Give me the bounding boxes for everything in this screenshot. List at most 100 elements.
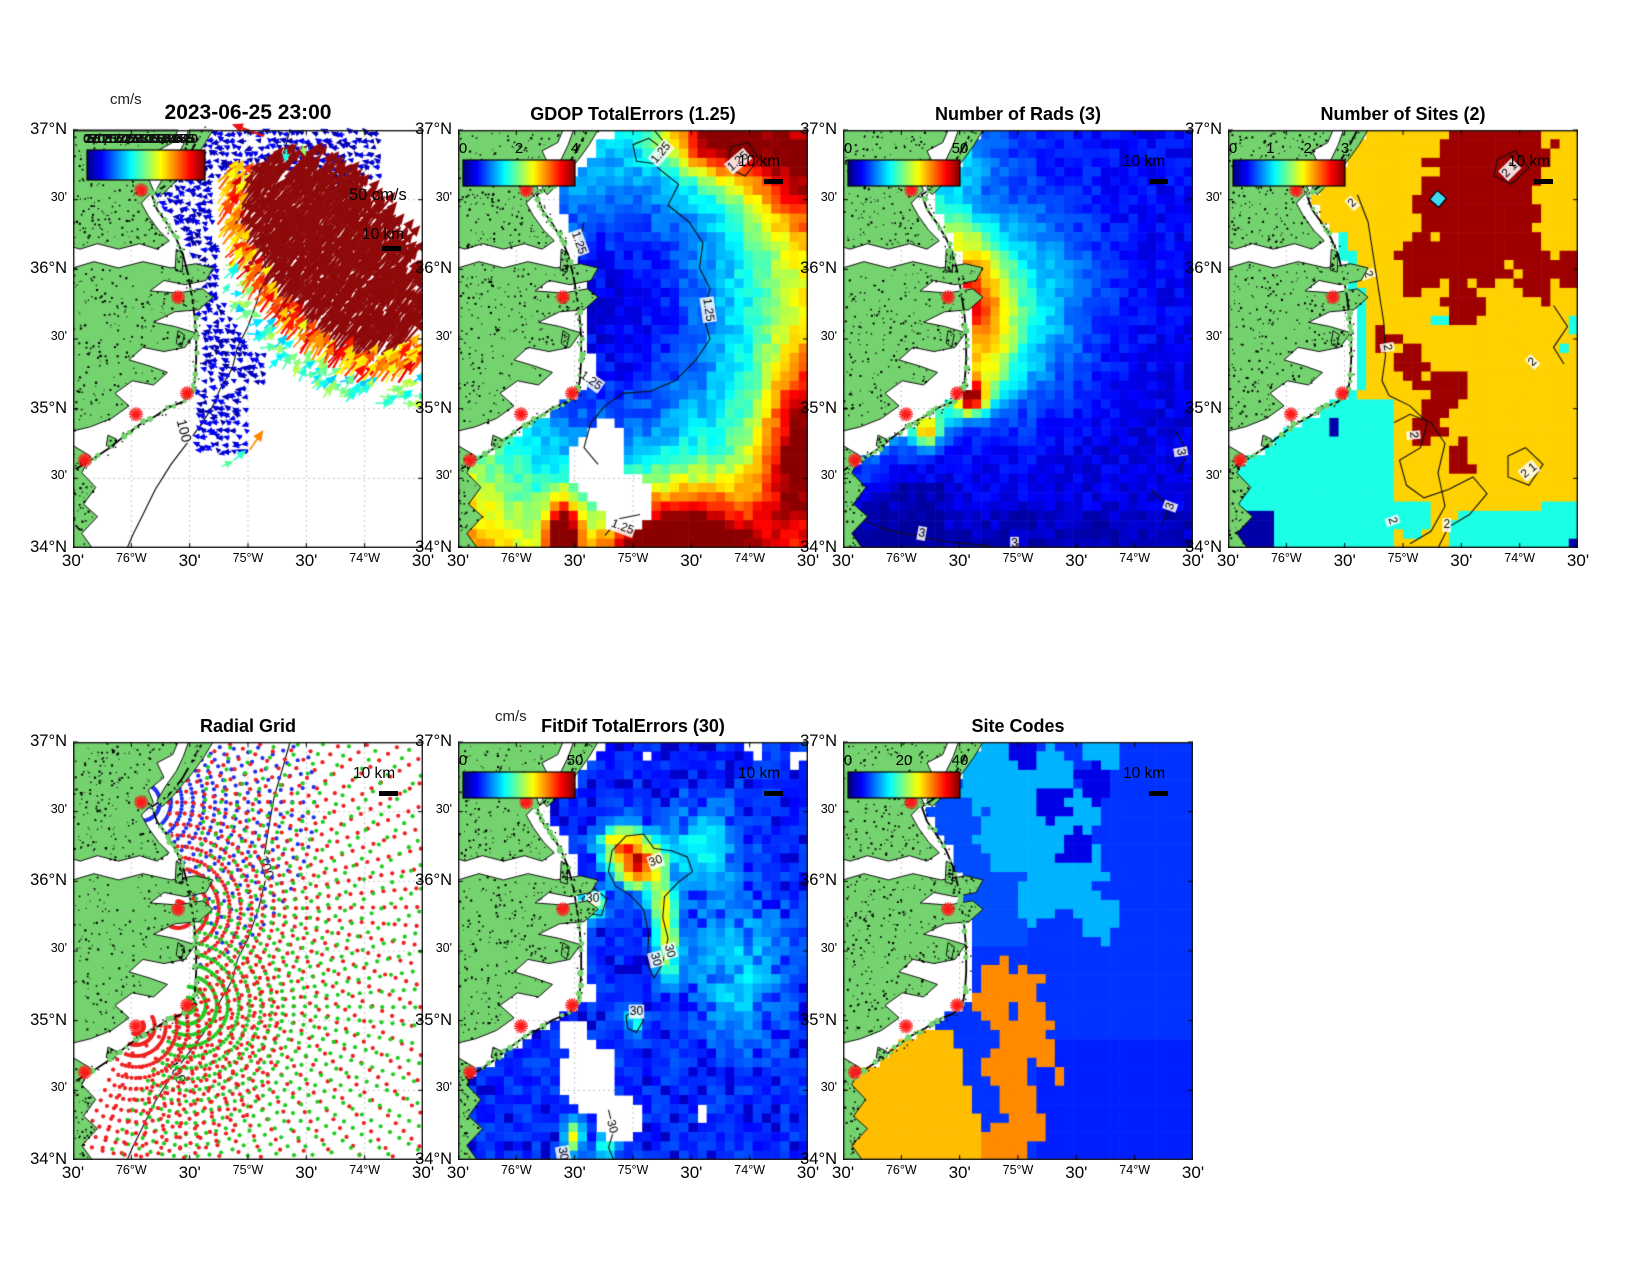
x-tick-label: 30'	[61, 1163, 85, 1182]
y-tick-label: 37°N	[415, 732, 452, 750]
x-tick-label: 74°W	[349, 551, 380, 565]
y-tick-label: 37°N	[800, 120, 837, 138]
x-tick-label: 30'	[1450, 551, 1473, 570]
x-tick-label: 76°W	[1270, 551, 1302, 565]
scale-label: 10 km	[353, 765, 396, 782]
panel-gdop: GDOP TotalErrors (1.25) 10 km 37°N 30' 30'…	[398, 80, 868, 620]
map-canvas-fitdif	[458, 714, 808, 1160]
colorbar-tick-label: 2	[514, 140, 524, 157]
x-tick-label: 30'	[178, 551, 201, 570]
x-tick-label: 75°W	[1002, 551, 1034, 565]
x-tick-label: 30'	[1566, 551, 1590, 570]
y-tick-label: 30'	[435, 941, 452, 955]
scale-label: 10 km	[362, 226, 405, 243]
x-tick-label: 30'	[446, 1163, 470, 1182]
y-tick-label: 35°N	[30, 398, 67, 417]
scale-label: 10 km	[738, 765, 781, 782]
colorbar-tick-label: 50	[951, 140, 969, 157]
y-tick-label: 30'	[50, 329, 67, 343]
y-tick-label: 35°N	[415, 1010, 452, 1029]
panel-num-sites: Number of Sites (2) 10 km 37°N 30' 30' 76°W…	[1168, 80, 1638, 620]
x-tick-label: 30'	[295, 1163, 318, 1182]
map-canvas-num-rads	[843, 102, 1193, 548]
colorbar-overlapping-tick-labels: 0 2.5 5 7.5 10 12.5 15 17.5 20 22.5 25 2…	[83, 131, 198, 146]
map-canvas-radial-grid	[73, 714, 423, 1160]
x-tick-label: 76°W	[115, 551, 147, 565]
x-tick-label: 30'	[61, 551, 85, 570]
y-tick-label: 30'	[50, 941, 67, 955]
x-tick-label: 30'	[1333, 551, 1356, 570]
y-tick-label: 36°N	[415, 259, 452, 278]
x-tick-label: 30'	[1065, 551, 1088, 570]
x-tick-label: 74°W	[734, 551, 765, 565]
y-tick-label: 30'	[1205, 329, 1222, 343]
x-tick-label: 30'	[295, 551, 318, 570]
y-tick-label: 35°N	[800, 398, 837, 417]
x-tick-label: 75°W	[617, 551, 649, 565]
colorbar-tick-label: 20	[895, 752, 913, 769]
x-tick-label: 30'	[1181, 551, 1205, 570]
scale-bar	[764, 179, 783, 184]
map-canvas-site-codes	[843, 714, 1193, 1160]
colorbar-tick-label: 1	[1266, 140, 1275, 157]
x-tick-label: 74°W	[1119, 551, 1150, 565]
y-tick-label: 36°N	[800, 871, 837, 890]
x-tick-label: 75°W	[617, 1163, 649, 1177]
x-tick-label: 30'	[178, 1163, 201, 1182]
y-tick-label: 34°N	[415, 1150, 452, 1168]
colorbar-tick-label: 2	[1303, 140, 1312, 157]
scale-bar	[382, 246, 401, 251]
y-tick-label: 30'	[820, 941, 837, 955]
x-tick-label: 74°W	[1119, 1163, 1150, 1177]
y-tick-label: 30'	[820, 189, 837, 204]
panel-title: Number of Rads (3)	[934, 104, 1102, 124]
y-tick-label: 30'	[820, 801, 837, 816]
x-tick-label: 74°W	[734, 1163, 765, 1177]
x-tick-label: 74°W	[1504, 551, 1535, 565]
y-tick-label: 34°N	[30, 1150, 67, 1168]
y-tick-label: 34°N	[30, 538, 67, 556]
y-tick-label: 36°N	[30, 871, 67, 890]
y-tick-label: 36°N	[415, 871, 452, 890]
colorbar-units-label: cm/s	[495, 708, 527, 725]
y-tick-label: 30'	[50, 1080, 67, 1095]
x-tick-label: 75°W	[1002, 1163, 1034, 1177]
reference-vector-label: 50 cm/s	[349, 186, 407, 204]
y-tick-label: 30'	[50, 468, 67, 483]
x-tick-label: 75°W	[232, 1163, 264, 1177]
scale-bar	[379, 791, 398, 796]
x-tick-label: 30'	[1216, 551, 1240, 570]
colorbar-tick-label: 0	[843, 140, 853, 157]
y-tick-label: 30'	[435, 329, 452, 343]
x-tick-label: 76°W	[885, 551, 917, 565]
y-tick-label: 34°N	[800, 1150, 837, 1168]
x-tick-label: 76°W	[115, 1163, 147, 1177]
x-tick-label: 30'	[680, 1163, 703, 1182]
y-tick-label: 30'	[1205, 189, 1222, 204]
scale-bar	[1534, 179, 1553, 184]
y-tick-label: 30'	[50, 801, 67, 816]
y-tick-label: 30'	[1205, 468, 1222, 483]
x-tick-label: 76°W	[500, 1163, 532, 1177]
scale-label: 10 km	[1123, 153, 1166, 170]
x-tick-label: 30'	[796, 551, 820, 570]
y-tick-label: 30'	[435, 1080, 452, 1095]
y-tick-label: 36°N	[1185, 259, 1222, 278]
colorbar-tick-label: 0	[1228, 140, 1238, 157]
panel-num-rads: Number of Rads (3) 10 km 37°N 30' 30' 76°W 3…	[783, 80, 1253, 620]
colorbar-tick-label: 40	[951, 752, 969, 769]
x-tick-label: 30'	[831, 551, 855, 570]
x-tick-label: 30'	[948, 551, 971, 570]
x-tick-label: 30'	[796, 1163, 820, 1182]
x-tick-label: 75°W	[1387, 551, 1419, 565]
x-tick-label: 30'	[446, 551, 470, 570]
x-tick-label: 74°W	[349, 1163, 380, 1177]
scale-bar	[764, 791, 783, 796]
panel-radial-grid: Radial Grid 10 km 37°N 30' 30' 76°W 36°N 30' 3…	[13, 692, 483, 1232]
y-tick-label: 37°N	[415, 120, 452, 138]
map-canvas-gdop	[458, 102, 808, 548]
x-tick-label: 75°W	[232, 551, 264, 565]
y-tick-label: 35°N	[415, 398, 452, 417]
panel-title: FitDif TotalErrors (30)	[541, 716, 725, 736]
x-tick-label: 30'	[411, 551, 435, 570]
